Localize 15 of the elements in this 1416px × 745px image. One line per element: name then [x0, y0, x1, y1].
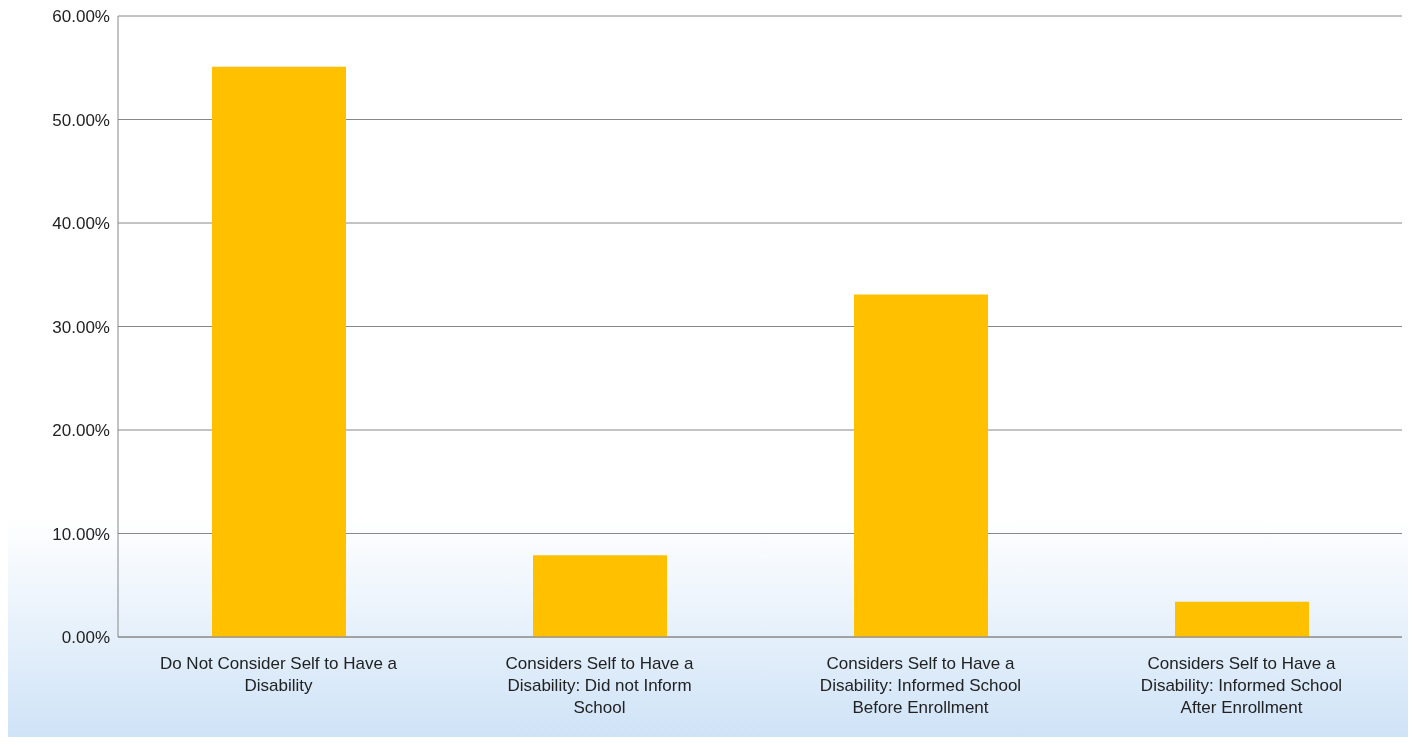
bar [533, 555, 667, 637]
x-tick-label: Considers Self to Have a Disability: Informed School Before Enrollment [819, 654, 1022, 717]
bar [1175, 601, 1309, 637]
y-tick-label: 10.00% [52, 524, 110, 544]
bar [854, 294, 988, 637]
y-tick-label: 0.00% [61, 628, 110, 648]
x-tick-label: Considers Self to Have a Disability: Did not Inform School [505, 654, 695, 717]
x-tick-label: Do Not Consider Self to Have a Disability [159, 654, 398, 695]
y-tick-label: 50.00% [52, 110, 110, 130]
x-tick-label: Considers Self to Have a Disability: Informed School After Enrollment [1140, 654, 1343, 717]
y-tick-label: 60.00% [52, 7, 110, 27]
y-tick-label: 40.00% [52, 214, 110, 234]
y-tick-label: 30.00% [52, 317, 110, 337]
y-tick-label: 20.00% [52, 421, 110, 441]
bar [212, 66, 346, 637]
